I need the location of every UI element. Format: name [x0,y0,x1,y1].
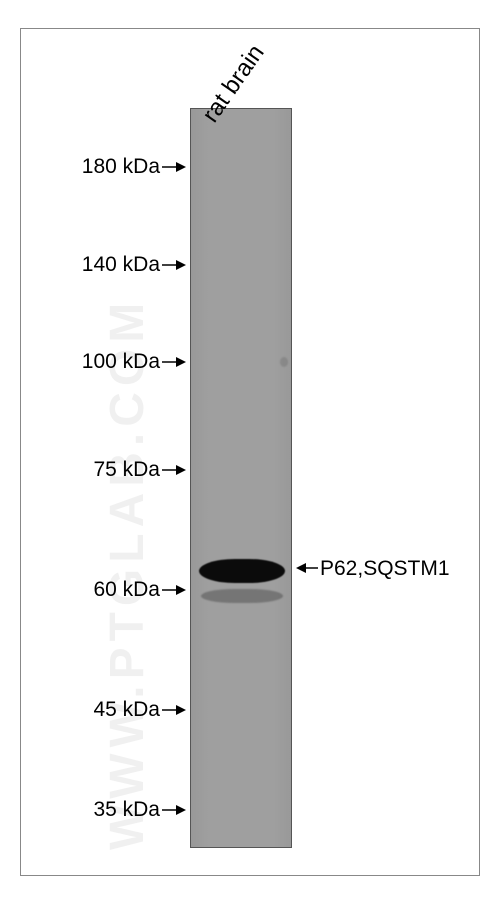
mw-marker-text: 35 kDa [93,798,160,822]
arrow-right-icon [162,160,186,174]
band-annotation: P62,SQSTM1 [296,557,450,581]
band-annotation-text: P62,SQSTM1 [320,557,450,581]
mw-marker-text: 100 kDa [82,350,160,374]
lane-speck [280,357,288,367]
mw-marker-text: 140 kDa [82,253,160,277]
mw-marker: 35 kDa [0,798,186,822]
blot-lane [190,108,292,848]
arrow-right-icon [162,583,186,597]
arrow-right-icon [162,355,186,369]
mw-marker-text: 45 kDa [93,698,160,722]
mw-marker: 140 kDa [0,253,186,277]
mw-marker: 180 kDa [0,155,186,179]
mw-marker-text: 180 kDa [82,155,160,179]
protein-band-faint [201,589,283,603]
arrow-right-icon [162,703,186,717]
mw-marker: 60 kDa [0,578,186,602]
arrow-right-icon [162,258,186,272]
mw-marker: 75 kDa [0,458,186,482]
protein-band [199,559,285,583]
watermark-text: WWW.PTGLAB.COM [100,297,155,850]
arrow-right-icon [162,463,186,477]
mw-marker-text: 75 kDa [93,458,160,482]
mw-marker: 45 kDa [0,698,186,722]
lane-shading [191,109,291,847]
arrow-right-icon [162,803,186,817]
arrow-left-icon [296,557,318,581]
mw-marker-text: 60 kDa [93,578,160,602]
mw-marker: 100 kDa [0,350,186,374]
